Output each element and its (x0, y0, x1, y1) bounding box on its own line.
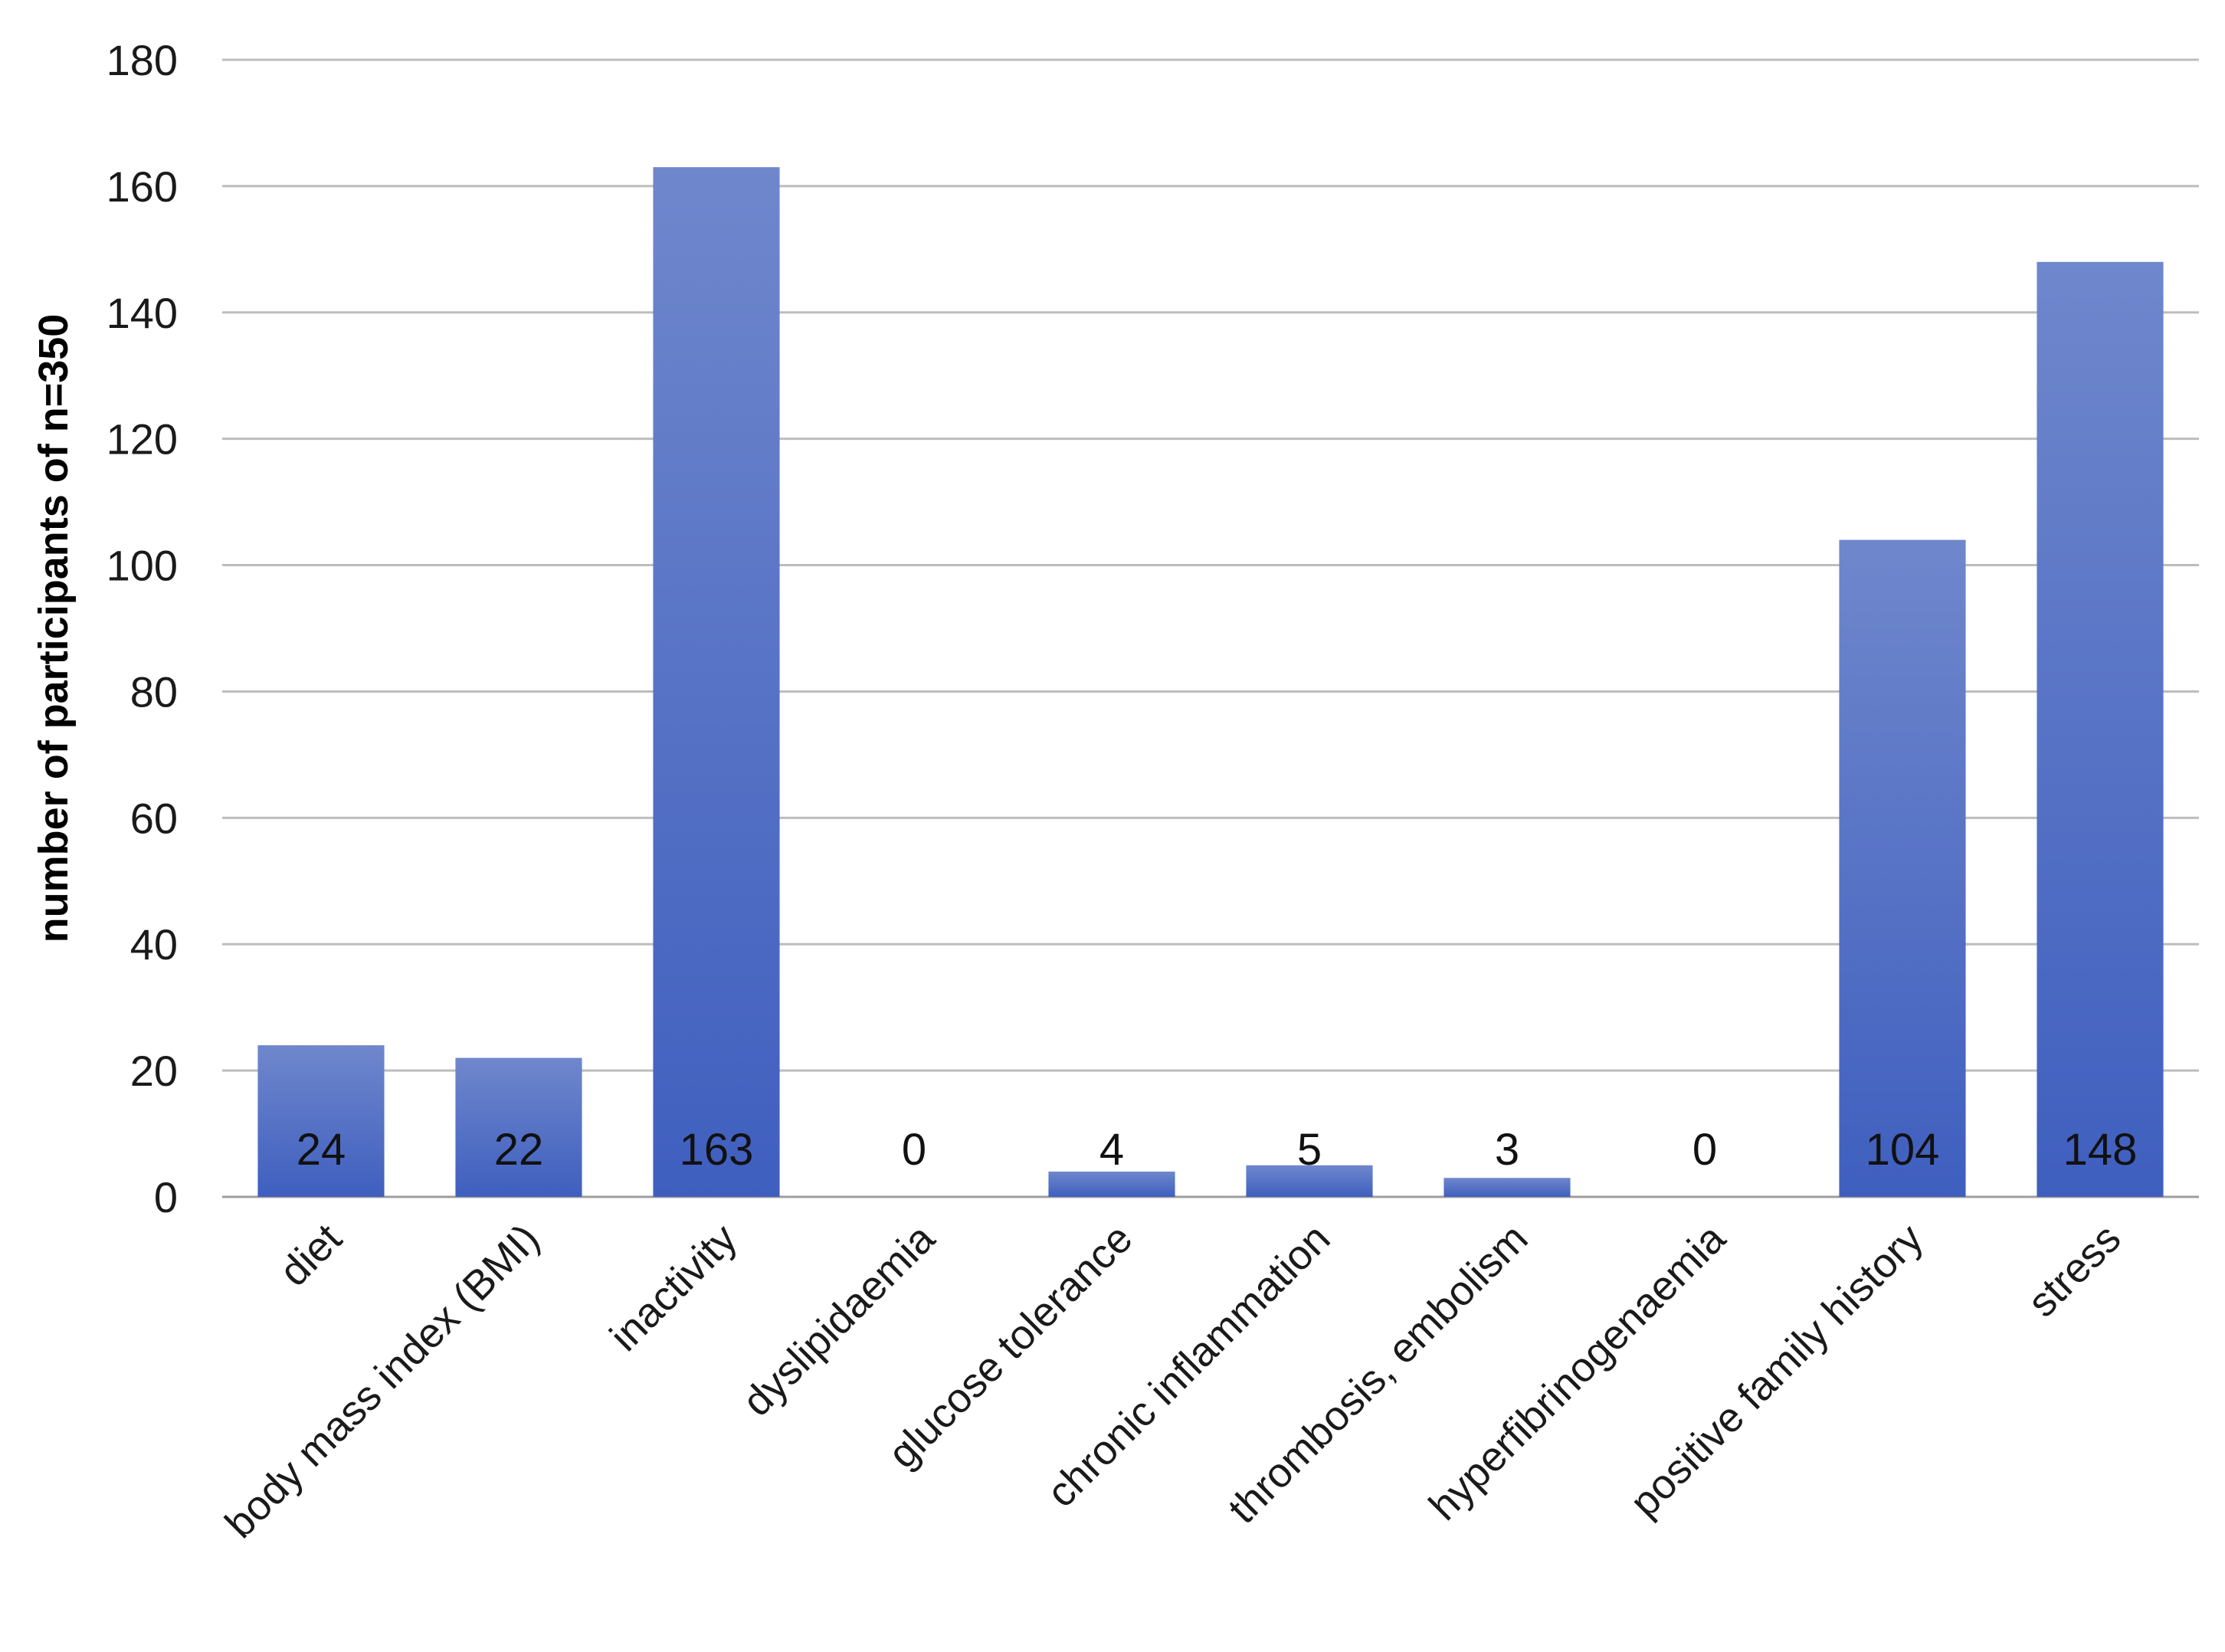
bar (1246, 1165, 1373, 1197)
bar-value-label: 24 (297, 1125, 346, 1175)
bar (1048, 1172, 1175, 1197)
bar (1839, 539, 1966, 1197)
bar (2037, 261, 2164, 1197)
y-tick-label: 160 (106, 162, 178, 211)
bar-value-label: 4 (1099, 1125, 1124, 1175)
y-tick-label: 180 (106, 36, 178, 84)
y-tick-label: 100 (106, 542, 178, 590)
bar-value-label: 22 (494, 1125, 544, 1175)
bar-value-label: 148 (2063, 1125, 2138, 1175)
bar-value-label: 0 (1693, 1125, 1717, 1175)
x-category-label: dyslipidaemia (734, 1214, 944, 1424)
x-category-label: diet (270, 1215, 350, 1295)
y-tick-label: 60 (130, 794, 178, 842)
y-tick-label: 40 (130, 920, 178, 969)
y-axis-ticks: 0 20 40 60 80 100 120 140 160 180 (106, 36, 178, 1221)
x-category-label: body mass index (BMI) (217, 1215, 549, 1547)
y-axis-title: number of participants of n=350 (31, 314, 77, 943)
data-labels: 24 22 163 0 4 5 3 0 104 148 (297, 1125, 2138, 1175)
bar-value-label: 3 (1495, 1125, 1519, 1175)
bar-value-label: 104 (1866, 1125, 1940, 1175)
y-tick-label: 140 (106, 289, 178, 337)
bars (257, 167, 2164, 1198)
bar (653, 167, 780, 1198)
y-tick-label: 0 (154, 1173, 178, 1221)
bar (257, 1045, 385, 1197)
x-category-label: inactivity (601, 1215, 746, 1360)
x-category-label: stress (2019, 1215, 2129, 1326)
bar-value-label: 0 (902, 1125, 926, 1175)
bar-value-label: 5 (1297, 1125, 1322, 1175)
y-tick-label: 80 (130, 667, 178, 716)
y-tick-label: 120 (106, 415, 178, 464)
bar-value-label: 163 (680, 1125, 754, 1175)
y-tick-label: 20 (130, 1047, 178, 1095)
bar (1443, 1178, 1571, 1197)
bar (455, 1057, 582, 1197)
